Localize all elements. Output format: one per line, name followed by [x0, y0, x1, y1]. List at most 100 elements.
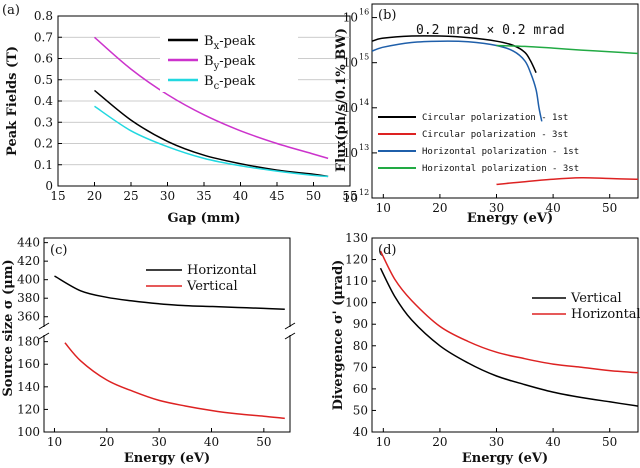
legend-label-d-0: Vertical	[570, 291, 622, 306]
a-x-tick-label: 50	[306, 189, 321, 203]
series-line-b-2	[371, 40, 543, 122]
axis-break-mark-0	[38, 322, 50, 330]
a-y-tick-label: 0.7	[34, 30, 53, 44]
a-x-tick-label: 45	[269, 189, 284, 203]
legend-main: B	[204, 54, 214, 69]
legend-label-b-3: Horizontal polarization - 3st	[422, 164, 579, 174]
y-axis-label-d: Divergence σ' (μrad)	[331, 260, 346, 411]
series-line-b-0	[371, 35, 537, 74]
x-axis-label-b: Energy (eV)	[467, 211, 553, 226]
series-line-b-3	[496, 44, 639, 55]
d-x-tick-label: 20	[432, 435, 447, 449]
y-axis-label-a: Peak Fields (T)	[5, 46, 20, 156]
legend-label-b-1: Circular polarization - 3st	[422, 130, 568, 140]
panel-label-b: (b)	[378, 8, 396, 23]
d-y-tick-label: 100	[345, 296, 368, 310]
legend-main: B	[204, 34, 214, 49]
a-x-tick-label: 40	[233, 189, 248, 203]
legend-label-c: Bc-peak	[204, 74, 255, 92]
legend-sub: x	[214, 41, 220, 52]
d-x-tick-label: 50	[602, 435, 617, 449]
series-b	[371, 35, 639, 186]
b-y-tick-exponent: 15	[359, 53, 369, 62]
panel-d: 40 50 60 70 80 90 100 110 120 130 10 20 30 40 50 Verti…	[331, 231, 640, 466]
d-y-tick-label: 50	[353, 403, 368, 417]
series-line-c	[94, 105, 329, 178]
legend-main: B	[204, 74, 214, 89]
legend-label-b-2: Horizontal polarization - 1st	[422, 147, 579, 157]
b-y-tick-label: 10	[343, 146, 358, 160]
axis-break-gap-right	[287, 327, 293, 335]
panel-label-a: (a)	[2, 3, 20, 18]
a-x-tick-label: 15	[50, 189, 65, 203]
plot-frame-b	[371, 3, 639, 199]
annotation-b: 0.2 mrad × 0.2 mrad	[416, 23, 565, 38]
c-x-tick-label: 40	[204, 435, 219, 449]
series-line-d-0	[379, 267, 639, 407]
legend-sub: y	[213, 61, 220, 72]
panel-label-c: (c)	[50, 243, 67, 258]
series-line-d-1	[379, 250, 639, 374]
series-d	[379, 250, 639, 407]
legend-label-d-1: Horizontal	[571, 307, 640, 322]
axis-break-mark-1	[284, 322, 296, 330]
d-y-tick-label: 110	[345, 274, 368, 288]
panel-a: 0 0.1 0.2 0.3 0.4 0.5 0.6 0.7 0.8 15 20 25 30 35 40 45 5…	[2, 3, 358, 226]
ticks-c: 360 380 400 420 440 100 120 140 160 180 10 20 30 40 50	[17, 236, 271, 449]
x-axis-label-c: Energy (eV)	[124, 451, 210, 466]
legend-label-c-0: Horizontal	[187, 263, 257, 278]
c-x-tick-label: 10	[47, 435, 62, 449]
b-y-tick-label: 10	[343, 101, 358, 115]
x-axis-label-a: Gap (mm)	[168, 211, 241, 226]
a-y-tick-label: 0.1	[34, 158, 53, 172]
legend-label-c-1: Vertical	[186, 279, 238, 294]
c-y-tick-label-lower: 120	[17, 402, 40, 416]
series-c	[54, 275, 285, 420]
b-x-tick-label: 40	[545, 201, 560, 215]
c-y-tick-label-upper: 360	[17, 310, 40, 324]
c-y-tick-label-lower: 140	[17, 380, 40, 394]
a-y-tick-label: 0.4	[34, 94, 53, 108]
d-y-tick-label: 80	[353, 339, 368, 353]
d-y-tick-label: 130	[345, 231, 368, 245]
axis-break-mark-0	[38, 332, 50, 340]
c-y-tick-label-lower: 100	[17, 425, 40, 439]
axis-break-c	[38, 322, 296, 340]
ticks-d: 40 50 60 70 80 90 100 110 120 130 10 20 30 40 50	[345, 231, 617, 449]
c-y-tick-label-upper: 380	[17, 291, 40, 305]
d-x-tick-label: 30	[489, 435, 504, 449]
b-y-tick-exponent: 14	[359, 98, 369, 107]
b-y-tick-label: 10	[343, 56, 358, 70]
a-y-tick-label: 0.5	[34, 73, 53, 87]
d-x-tick-label: 10	[376, 435, 391, 449]
series-line-x	[94, 89, 329, 178]
a-y-tick-label: 0.2	[34, 137, 53, 151]
b-x-tick-label: 20	[432, 201, 447, 215]
ticks-a: 0 0.1 0.2 0.3 0.4 0.5 0.6 0.7 0.8 15 20 25 30 35 40 45 5…	[34, 9, 358, 203]
c-y-tick-label-upper: 440	[17, 236, 40, 250]
series-line-c-0	[54, 275, 285, 311]
c-y-tick-label-lower: 160	[17, 357, 40, 371]
d-y-tick-label: 90	[353, 317, 368, 331]
a-y-tick-label: 0.3	[34, 115, 53, 129]
d-y-tick-label: 40	[353, 425, 368, 439]
d-x-tick-label: 40	[545, 435, 560, 449]
plot-frame-d	[371, 237, 639, 433]
series-line-y	[94, 36, 329, 160]
c-x-tick-label: 30	[152, 435, 167, 449]
b-x-tick-label: 50	[602, 201, 617, 215]
x-axis-label-d: Energy (eV)	[462, 451, 548, 466]
d-y-tick-label: 70	[353, 360, 368, 374]
a-x-tick-label: 35	[196, 189, 211, 203]
legend-label-b-0: Circular polarization - 1st	[422, 113, 568, 123]
y-axis-label-c: Source size σ (μm)	[1, 259, 16, 396]
panel-c: 360 380 400 420 440 100 120 140 160 180 10 20 30 40 50…	[1, 236, 296, 466]
c-x-tick-label: 50	[256, 435, 271, 449]
c-x-tick-label: 20	[99, 435, 114, 449]
b-x-tick-label: 10	[376, 201, 391, 215]
legend-suffix: -peak	[219, 34, 255, 49]
